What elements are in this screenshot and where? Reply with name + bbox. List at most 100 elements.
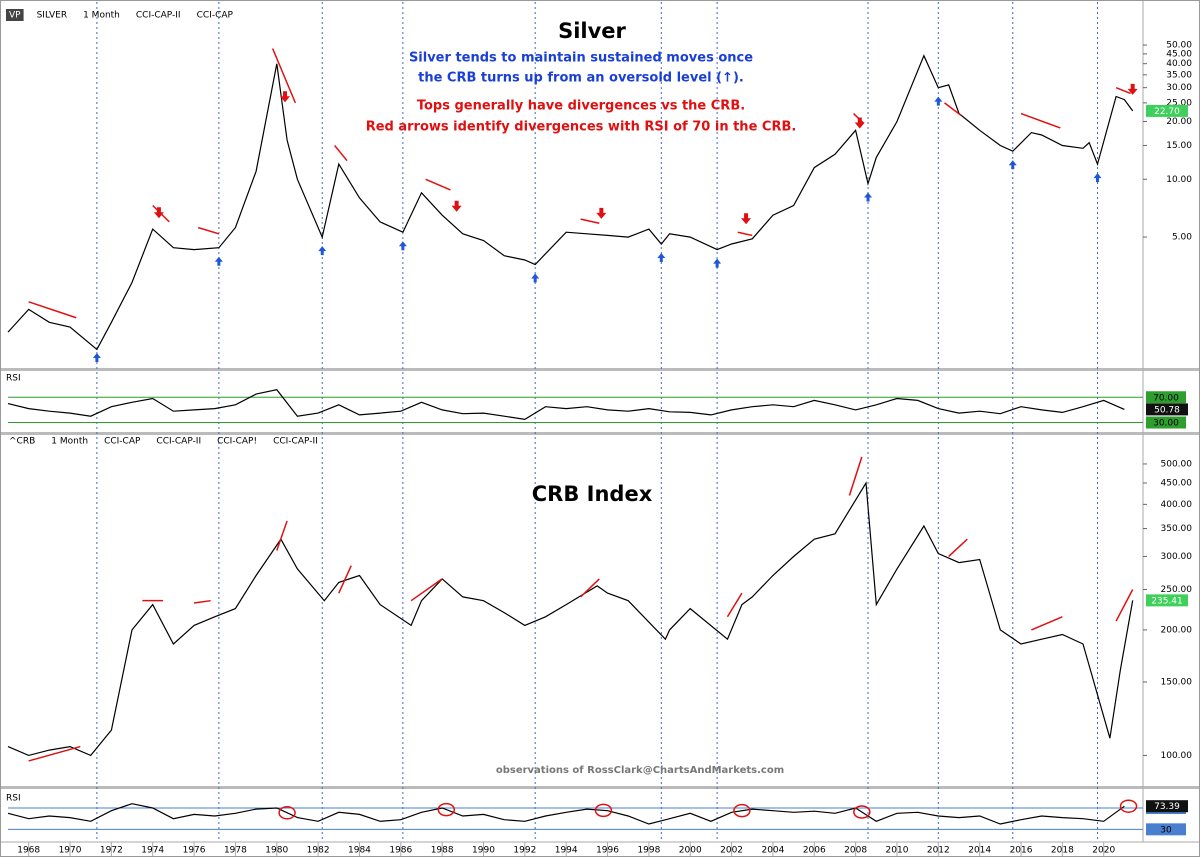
- divergence-line: [726, 592, 743, 618]
- toolbar-item: ^CRB: [9, 437, 35, 447]
- toolbar-item: CCI-CAP: [104, 437, 141, 447]
- credit: observations of RossClark@ChartsAndMarke…: [496, 765, 784, 776]
- up-arrow: [1008, 160, 1017, 170]
- price-line: [7, 389, 1125, 421]
- price-line: [7, 54, 1134, 351]
- x-tick-label: 2014: [968, 846, 991, 856]
- y-tick-label: 150.00: [1161, 677, 1193, 687]
- rsi-circle: [437, 802, 456, 817]
- current-label: 73.39: [1154, 802, 1180, 812]
- down-arrow: [741, 213, 752, 225]
- divider: [1, 786, 1199, 789]
- divergence-line: [1031, 616, 1063, 631]
- rsi-circle: [853, 805, 871, 819]
- toolbar-item: CCI-CAP-II: [156, 437, 201, 447]
- panel-label: RSI: [6, 794, 21, 804]
- x-tick-label: 2012: [927, 846, 950, 856]
- x-tick-label: 1988: [431, 846, 454, 856]
- y-tick-label: 350.00: [1161, 524, 1193, 534]
- toolbar-item: SILVER: [37, 11, 68, 21]
- divergence-line: [948, 538, 968, 558]
- divergence-line: [580, 578, 600, 598]
- x-tick-label: 1978: [224, 846, 247, 856]
- x-tick-label: 1980: [265, 846, 288, 856]
- divergence-line: [338, 565, 352, 594]
- x-tick-label: 1970: [59, 846, 82, 856]
- y-tick-label: 10.00: [1166, 175, 1192, 185]
- up-arrow: [657, 253, 666, 263]
- up-arrow: [864, 192, 873, 202]
- divergence-line: [28, 301, 77, 319]
- divergence-line: [737, 231, 753, 237]
- divergence-line: [1020, 112, 1061, 129]
- current-label: 22.70: [1154, 107, 1180, 117]
- x-tick-label: 2006: [803, 846, 826, 856]
- chart-title: CRB Index: [532, 482, 653, 506]
- down-arrow: [854, 117, 865, 129]
- divergence-line: [1115, 589, 1134, 622]
- divergence-line: [271, 48, 297, 104]
- rsi-circle: [1119, 799, 1138, 813]
- price-line: [7, 803, 1125, 825]
- x-tick-label: 1992: [513, 846, 536, 856]
- x-tick-label: 1984: [348, 846, 371, 856]
- x-tick-label: 2008: [844, 846, 867, 856]
- y-tick-label: 40.00: [1166, 59, 1192, 69]
- y-tick-label: 70.00: [1153, 393, 1179, 403]
- x-tick-label: 1974: [141, 846, 164, 856]
- y-tick-label: 50.00: [1166, 41, 1192, 51]
- up-arrow: [318, 246, 327, 256]
- up-arrow: [214, 256, 223, 266]
- y-tick-label: 35.00: [1166, 70, 1192, 80]
- current-box: [1146, 594, 1188, 607]
- up-arrow: [92, 353, 101, 362]
- toolbar-item: CCI-CAP-II: [273, 437, 318, 447]
- y-tick-label: 450.00: [1161, 479, 1193, 489]
- note-red: Tops generally have divergences vs the C…: [417, 99, 745, 114]
- rsi-circle: [733, 803, 751, 818]
- up-arrow: [713, 258, 722, 268]
- toolbar-badge: [6, 9, 24, 21]
- y-tick-label: 30: [1160, 825, 1172, 835]
- x-tick-label: 2010: [886, 846, 909, 856]
- divergence-line: [197, 226, 220, 235]
- divergence-line: [410, 578, 443, 602]
- divergence-line: [580, 218, 600, 225]
- divergence-line: [28, 745, 81, 762]
- current-box: [1146, 403, 1188, 416]
- y-tick-label: 30.00: [1166, 83, 1192, 93]
- x-tick-label: 2020: [1092, 846, 1115, 856]
- toolbar-item: 1 Month: [51, 437, 88, 447]
- note-blue: Silver tends to maintain sustained moves…: [409, 51, 753, 66]
- y-tick-label: 200.00: [1161, 625, 1193, 635]
- note-blue: the CRB turns up from an oversold level …: [418, 71, 744, 86]
- x-tick-label: 1972: [100, 846, 123, 856]
- x-tick-label: 2000: [679, 846, 702, 856]
- down-arrow: [1127, 83, 1138, 95]
- x-tick-label: 1990: [472, 846, 495, 856]
- rsi-circle: [594, 803, 613, 818]
- x-tick-label: 1996: [596, 846, 619, 856]
- x-tick-label: 1982: [307, 846, 330, 856]
- chart-title: Silver: [558, 19, 626, 43]
- toolbar-item: CCI-CAP!: [217, 437, 257, 447]
- x-tick-label: 1976: [183, 846, 206, 856]
- level-box: [1146, 416, 1186, 429]
- up-arrow: [398, 241, 407, 251]
- divergence-line: [1115, 86, 1131, 95]
- x-tick-label: 1968: [17, 846, 40, 856]
- divergence-line: [944, 102, 962, 117]
- toolbar-item: CCI-CAP: [197, 11, 234, 21]
- down-arrow: [451, 200, 462, 212]
- toolbar-item: CCI-CAP-II: [136, 11, 181, 21]
- level-box: [1146, 391, 1186, 404]
- current-label: 235.41: [1151, 596, 1183, 606]
- x-tick-label: 1994: [555, 846, 578, 856]
- x-tick-label: 1998: [637, 846, 660, 856]
- divider: [1, 368, 1199, 371]
- y-tick-label: 500.00: [1161, 459, 1193, 469]
- divergence-line: [193, 599, 211, 604]
- y-tick-label: 100.00: [1161, 751, 1193, 761]
- x-tick-label: 2018: [1051, 846, 1074, 856]
